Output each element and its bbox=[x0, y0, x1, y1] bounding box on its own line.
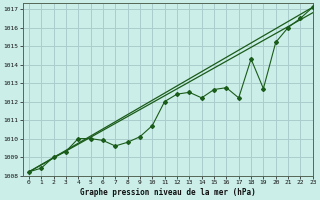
X-axis label: Graphe pression niveau de la mer (hPa): Graphe pression niveau de la mer (hPa) bbox=[80, 188, 256, 197]
